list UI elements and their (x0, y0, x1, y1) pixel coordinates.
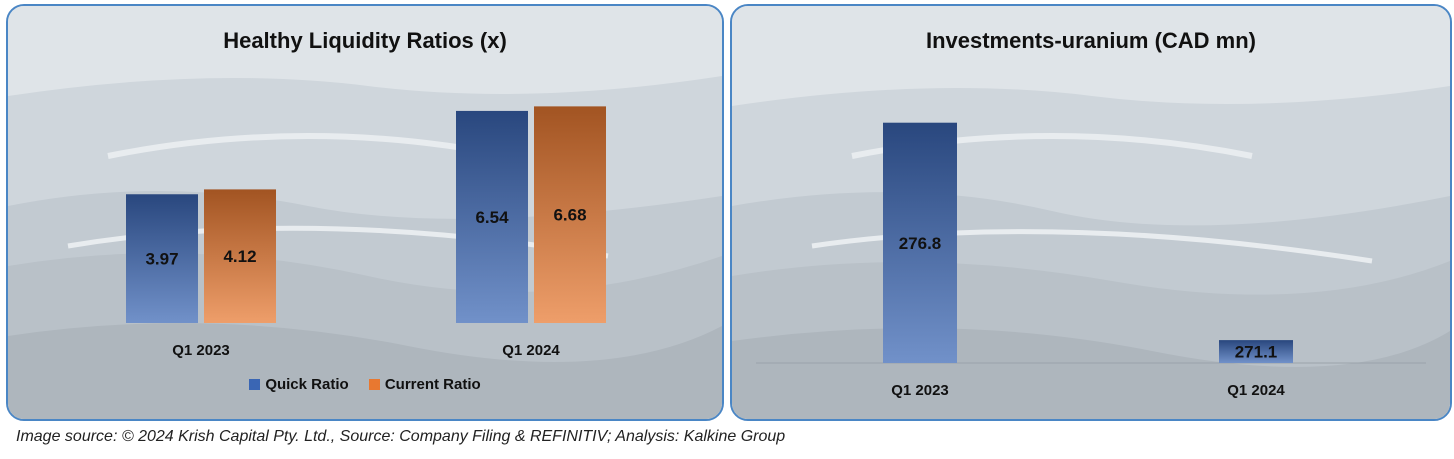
legend-swatch-quick-ratio (249, 379, 261, 390)
value-label-investments-q1-2024: 271.1 (1235, 343, 1278, 362)
value-label-quick-ratio-q1-2023: 3.97 (145, 250, 178, 269)
legend-label-quick-ratio: Quick Ratio (265, 376, 349, 393)
liquidity-bars: 3.97 4.12 6.54 6.68 (126, 106, 606, 324)
bar-current-ratio-q1-2024 (534, 106, 606, 324)
bar-current-ratio-q1-2023 (204, 189, 276, 323)
legend-label-current-ratio: Current Ratio (384, 376, 481, 393)
investments-chart-title: Investments-uranium (CAD mn) (925, 28, 1257, 53)
liquidity-legend: Quick Ratio Current Ratio (8, 376, 722, 393)
value-label-quick-ratio-q1-2024: 6.54 (475, 208, 509, 227)
liquidity-chart-title: Healthy Liquidity Ratios (x) (223, 28, 507, 53)
category-label-q1-2024: Q1 2024 (502, 342, 560, 359)
value-label-investments-q1-2023: 276.8 (899, 234, 942, 253)
liquidity-chart-panel: Healthy Liquidity Ratios (x) 3.97 4.12 6.5… (6, 4, 724, 421)
bar-quick-ratio-q1-2023 (126, 194, 198, 323)
value-label-current-ratio-q1-2024: 6.68 (553, 206, 586, 225)
category-label-q1-2023: Q1 2023 (172, 342, 230, 359)
investments-bars: 276.8 271.1 (756, 122, 1426, 364)
investments-chart-panel: Investments-uranium (CAD mn) 276.8 271.1 … (730, 4, 1452, 421)
image-source-caption: Image source: © 2024 Krish Capital Pty. … (16, 428, 786, 445)
category-label-q1-2023: Q1 2023 (891, 382, 949, 399)
legend-item-quick-ratio: Quick Ratio (249, 376, 349, 393)
bar-investments-q1-2024 (1219, 340, 1293, 363)
category-label-q1-2024: Q1 2024 (1227, 382, 1285, 399)
bar-investments-q1-2023 (883, 122, 957, 363)
bar-quick-ratio-q1-2024 (456, 110, 528, 323)
legend-item-current-ratio: Current Ratio (368, 376, 481, 393)
legend-swatch-current-ratio (368, 379, 380, 390)
value-label-current-ratio-q1-2023: 4.12 (223, 247, 256, 266)
